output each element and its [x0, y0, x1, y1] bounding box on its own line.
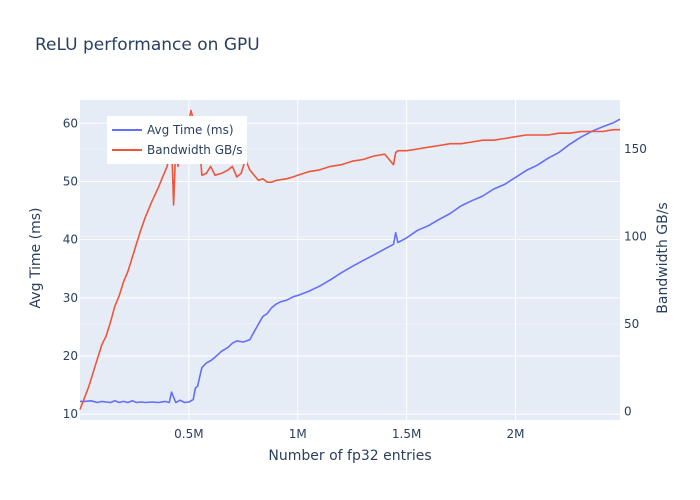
chart-title: ReLU performance on GPU [35, 35, 260, 55]
x-tick-label: 0.5M [174, 427, 203, 441]
y-tick-label: 40 [63, 233, 78, 247]
x-tick-label: 2M [506, 427, 524, 441]
legend-label-avg-time: Avg Time (ms) [147, 123, 234, 137]
series-line-bandwidth [79, 109, 620, 410]
y2-tick-label: 50 [624, 317, 639, 331]
y-tick-label: 10 [63, 407, 78, 421]
series-lines [79, 109, 621, 410]
legend-label-bandwidth: Bandwidth GB/s [147, 143, 243, 157]
y-axis-title: Avg Time (ms) [28, 208, 44, 309]
x-axis-title: Number of fp32 entries [268, 448, 431, 464]
y-tick-label: 20 [63, 349, 78, 363]
y2-tick-label: 150 [624, 142, 647, 156]
y-tick-label: 50 [63, 174, 78, 188]
series-line-avg-time [80, 118, 621, 404]
y2-tick-label: 100 [624, 229, 647, 243]
x-tick-label: 1M [289, 427, 307, 441]
y2-axis-title: Bandwidth GB/s [655, 202, 671, 313]
y-tick-label: 30 [63, 291, 78, 305]
legend-box [107, 116, 247, 164]
legend: Avg Time (ms) Bandwidth GB/s [107, 116, 247, 164]
grid-lines [80, 100, 620, 420]
y-tick-label: 60 [63, 116, 78, 130]
tick-labels: 0.5M 1M 1.5M 2M 10 20 30 40 50 60 0 50 100 150 [63, 116, 647, 441]
x-tick-label: 1.5M [392, 427, 421, 441]
y2-tick-label: 0 [624, 404, 632, 418]
